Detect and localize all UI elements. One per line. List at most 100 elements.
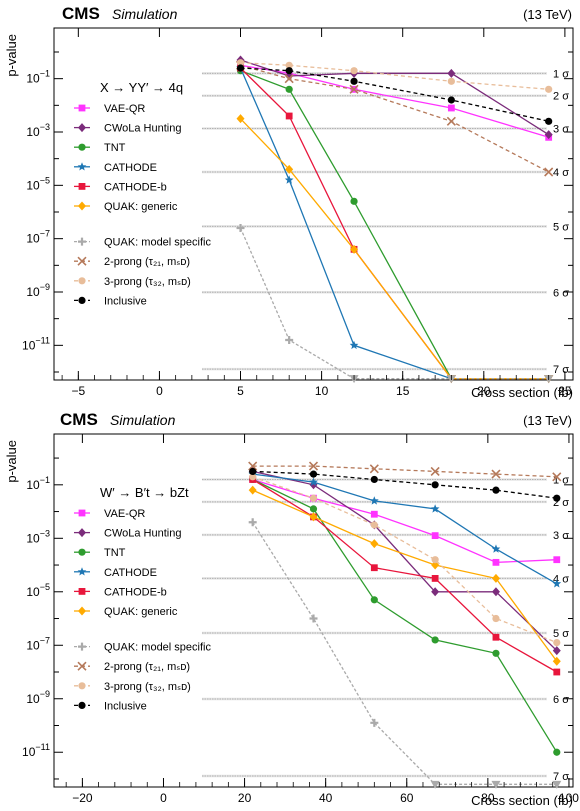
- x-tick-label: 15: [396, 384, 410, 398]
- sigma-label: 3 σ: [553, 124, 569, 136]
- panel-bottom: 1 σ2 σ3 σ4 σ5 σ6 σ7 σ 10−1110−910−710−51…: [4, 410, 579, 808]
- x-tick-label: 100: [559, 791, 579, 805]
- y-tick-label: 10−1: [26, 475, 50, 492]
- series-line-3-prong-m: [252, 476, 558, 644]
- process-label: X → YY′ → 4q: [100, 80, 183, 95]
- data-point-quak-generic: [236, 114, 245, 124]
- data-point-quak-generic: [370, 539, 379, 549]
- data-point-cathode: [349, 340, 359, 350]
- data-point-inclusive: [350, 77, 358, 85]
- legend-label: CWoLa Hunting: [104, 123, 181, 135]
- x-tick-label: 40: [319, 791, 333, 805]
- sigma-label: 6 σ: [553, 694, 569, 706]
- data-point-inclusive: [370, 475, 378, 484]
- y-tick-label: 10−7: [26, 229, 50, 246]
- legend-marker: [78, 509, 86, 517]
- x-tick-label: −20: [72, 791, 93, 805]
- x-tick-label: 0: [156, 384, 163, 398]
- legend-label: 2-prong (τ₂₁, mₛᴅ): [104, 661, 190, 673]
- data-point-inclusive: [309, 470, 318, 478]
- legend-marker: [78, 104, 86, 112]
- y-tick-label: 10−1: [26, 69, 50, 86]
- legend-label: QUAK: generic: [104, 201, 178, 213]
- legend-label: 2-prong (τ₂₁, mₛᴅ): [104, 256, 190, 268]
- data-point-inclusive: [447, 96, 455, 104]
- series-line-quak-generic: [252, 489, 558, 662]
- data-point-3-prong-m: [249, 473, 257, 481]
- data-point-quak-generic: [248, 485, 257, 495]
- data-point-3-prong-m: [447, 77, 455, 85]
- subtitle-label: Simulation: [112, 6, 178, 22]
- data-point-cathode-b: [370, 564, 378, 572]
- energy-label: (13 TeV): [523, 7, 572, 22]
- legend-marker: [77, 567, 87, 576]
- data-point-3-prong-m: [370, 521, 378, 529]
- sigma-label: 7 σ: [553, 771, 569, 783]
- data-point-3-prong-m: [309, 494, 318, 502]
- legend-label: QUAK: model specific: [104, 642, 211, 654]
- y-tick-label: 10−5: [26, 582, 50, 599]
- data-point-vae-qr: [553, 556, 561, 564]
- legend: VAE-QR CWoLa Hunting TNT CATHODE CATHODE-b QU…: [74, 103, 211, 307]
- data-point-tnt: [370, 596, 378, 604]
- data-point-2-prong-m: [552, 472, 562, 482]
- legend-marker: [78, 201, 86, 211]
- data-point-2-prong-m: [491, 469, 501, 479]
- legend-marker: [78, 123, 86, 133]
- data-point-cwola-hunting: [431, 587, 440, 597]
- data-point-inclusive: [431, 481, 439, 489]
- plot-frame: [53, 27, 574, 381]
- data-point-tnt: [553, 748, 561, 756]
- data-point-3-prong-m: [285, 61, 293, 69]
- data-point-cathode: [369, 496, 379, 505]
- data-point-3-prong-m: [236, 59, 245, 67]
- data-point-cathode: [284, 175, 294, 184]
- y-tick-label: 10−11: [22, 335, 50, 352]
- legend-marker: [78, 296, 86, 304]
- data-point-cathode-b: [492, 633, 500, 641]
- data-point-2-prong-m: [284, 74, 294, 84]
- subtitle-label: Simulation: [110, 412, 176, 428]
- legend-label: CATHODE: [104, 567, 157, 579]
- data-point-2-prong-m: [446, 116, 456, 126]
- legend-label: CATHODE: [104, 162, 157, 174]
- series-line-inclusive: [252, 470, 557, 499]
- data-point-cathode: [552, 579, 562, 588]
- data-point-cathode: [491, 544, 501, 553]
- legend-marker: [77, 162, 87, 171]
- data-point-cwola-hunting: [447, 68, 456, 78]
- data-point-2-prong-m: [308, 461, 319, 471]
- legend-label: VAE-QR: [104, 508, 145, 520]
- x-tick-label: −5: [71, 384, 85, 398]
- legend-marker: [77, 661, 87, 671]
- data-point-3-prong-m: [431, 556, 439, 564]
- data-point-cathode: [430, 504, 440, 513]
- data-point-quak-model-specific: [309, 614, 318, 623]
- x-axis-title: Cross section (fb): [471, 385, 573, 400]
- x-tick-label: 10: [315, 384, 329, 398]
- legend: VAE-QR CWoLa Hunting TNT CATHODE CATHODE-b QU…: [74, 508, 211, 712]
- x-tick-label: 60: [400, 791, 414, 805]
- y-tick-label: 10−11: [22, 742, 50, 759]
- data-point-quak-model-specific: [491, 780, 501, 789]
- data-point-inclusive: [236, 64, 245, 72]
- data-point-quak-generic: [431, 560, 440, 570]
- data-point-tnt: [492, 649, 500, 657]
- data-point-quak-model-specific: [430, 780, 440, 789]
- legend-label: CWoLa Hunting: [104, 528, 181, 540]
- series-line-vae-qr: [252, 478, 557, 564]
- data-point-cwola-hunting: [544, 130, 553, 140]
- legend-marker: [78, 143, 86, 151]
- data-point-inclusive: [249, 467, 257, 476]
- data-point-quak-generic: [309, 512, 318, 522]
- y-tick-label: 10−9: [26, 282, 50, 299]
- legend-marker: [78, 548, 86, 556]
- legend-marker: [78, 682, 86, 690]
- data-point-tnt: [350, 197, 358, 205]
- data-point-cwola-hunting: [285, 71, 294, 81]
- data-point-quak-generic: [285, 164, 294, 174]
- series-line-cwola-hunting: [252, 470, 558, 652]
- sigma-label: 6 σ: [553, 287, 569, 299]
- data-point-vae-qr: [492, 558, 500, 566]
- sigma-label: 5 σ: [553, 628, 569, 640]
